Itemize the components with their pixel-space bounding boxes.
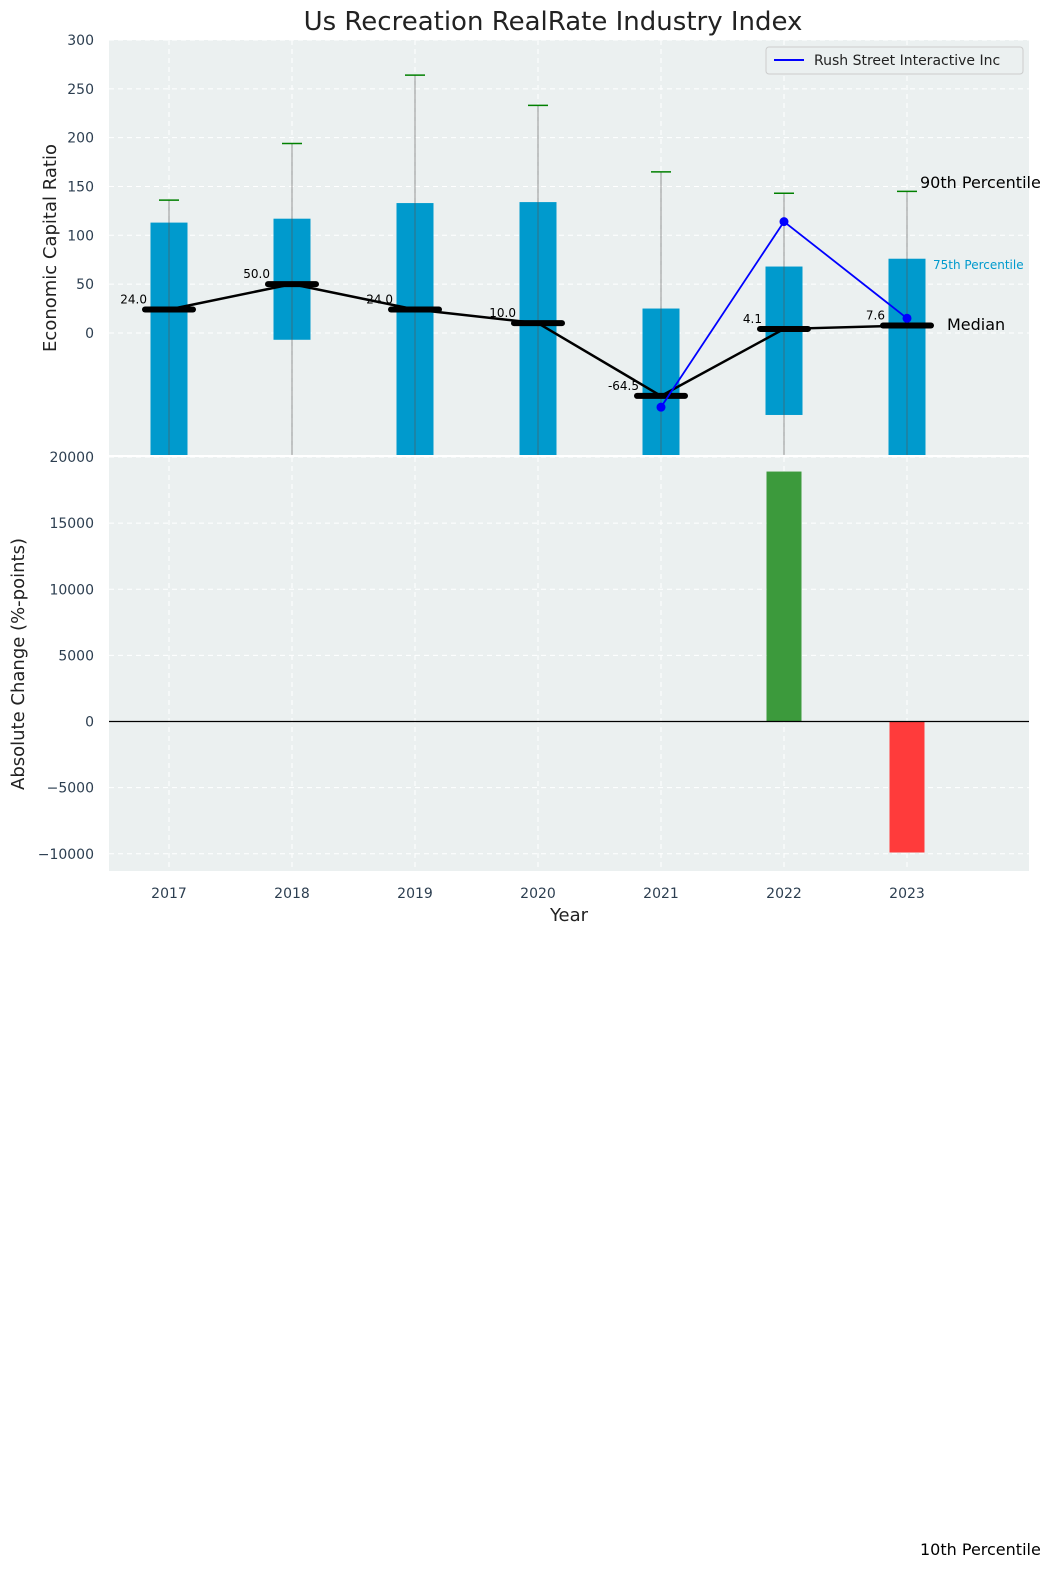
bottom-y-tick-label: 15000 — [49, 516, 94, 532]
median-value-label: -64.5 — [608, 379, 639, 393]
bottom-y-tick-label: −10000 — [38, 847, 94, 863]
x-tick-label: 2022 — [766, 886, 802, 902]
negative-change-bar — [889, 721, 925, 853]
axis-ticks: 300 250 200 150 100 50 0 20000 15000 10000 5000 0 −1… — [38, 33, 925, 902]
median-value-label: 4.1 — [743, 312, 762, 326]
x-tick-label: 2020 — [520, 886, 556, 902]
legend-box — [765, 46, 1024, 75]
x-axis-label: Year — [549, 905, 589, 926]
bottom-y-tick-label: 5000 — [58, 648, 94, 664]
median-value-label: 24.0 — [366, 293, 393, 307]
top-y-tick-label: 300 — [67, 33, 94, 49]
x-tick-label: 2018 — [274, 886, 310, 902]
bottom-y-tick-label: 20000 — [49, 450, 94, 466]
bottom-bars — [109, 471, 1029, 853]
top-y-tick-label: 100 — [67, 228, 94, 244]
company-series — [656, 217, 912, 412]
bottom-y-tick-label: −5000 — [47, 781, 94, 797]
company-point — [779, 217, 789, 227]
x-tick-label: 2019 — [397, 886, 433, 902]
median-series: 24.0 50.0 24.0 10.0 -64.5 4.1 7.6 — [120, 267, 934, 399]
p75-annotation: 75th Percentile — [933, 258, 1024, 272]
p10-annotation: 10th Percentile — [920, 1540, 1041, 1559]
median-annotation: Median — [947, 315, 1005, 334]
company-point — [656, 402, 666, 412]
bottom-panel-background — [109, 457, 1029, 871]
x-tick-label: 2023 — [889, 886, 925, 902]
top-y-axis-label: Economic Capital Ratio — [40, 144, 61, 352]
top-y-tick-label: 0 — [85, 326, 94, 342]
company-point — [902, 313, 912, 323]
top-panel-background — [109, 40, 1029, 455]
positive-change-bar — [766, 471, 802, 722]
x-tick-label: 2017 — [151, 886, 187, 902]
p90-annotation: 90th Percentile — [920, 173, 1041, 192]
median-value-label: 10.0 — [489, 306, 516, 320]
x-tick-label: 2021 — [643, 886, 679, 902]
top-y-tick-label: 150 — [67, 179, 94, 195]
bottom-y-tick-label: 0 — [85, 715, 94, 731]
median-value-label: 7.6 — [866, 309, 885, 323]
bottom-y-axis-label: Absolute Change (%-points) — [8, 538, 29, 790]
legend-label: Rush Street Interactive Inc — [814, 53, 1000, 69]
bottom-y-tick-label: 10000 — [49, 582, 94, 598]
median-value-label: 24.0 — [120, 293, 147, 307]
chart-title: Us Recreation RealRate Industry Index — [304, 7, 803, 37]
top-y-tick-label: 250 — [67, 82, 94, 98]
top-y-tick-label: 50 — [76, 277, 94, 293]
median-value-label: 50.0 — [243, 267, 270, 281]
legend: Rush Street Interactive Inc — [765, 46, 1024, 75]
top-y-tick-label: 200 — [67, 131, 94, 147]
